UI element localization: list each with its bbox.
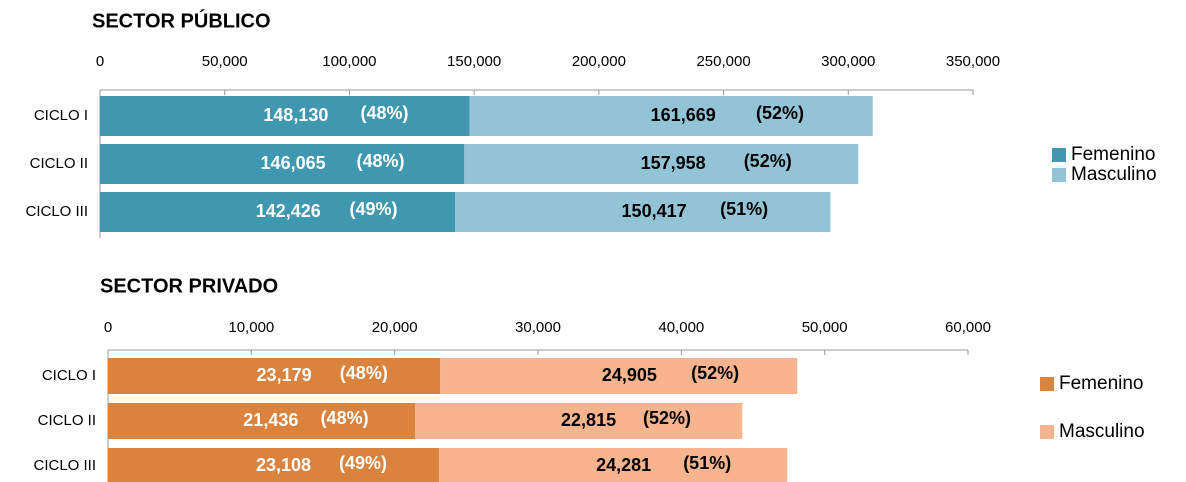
share-label: (48%) bbox=[357, 151, 405, 171]
share-label: (52%) bbox=[691, 363, 739, 383]
value-label: 146,065 bbox=[261, 153, 326, 173]
x-tick-label: 100,000 bbox=[322, 53, 376, 70]
bar-segment bbox=[100, 192, 456, 232]
bar-segment bbox=[100, 96, 470, 136]
value-label: 24,281 bbox=[596, 455, 651, 475]
legend-label: Masculino bbox=[1059, 421, 1145, 442]
value-label: 22,815 bbox=[561, 410, 616, 430]
bar-segment bbox=[469, 96, 873, 136]
y-tick-label: CICLO II bbox=[38, 412, 96, 429]
y-tick-label: CICLO III bbox=[25, 203, 88, 220]
bar-segment bbox=[440, 358, 798, 394]
x-tick-label: 60,000 bbox=[945, 319, 991, 336]
share-label: (52%) bbox=[744, 151, 792, 171]
x-tick-label: 40,000 bbox=[658, 319, 704, 336]
share-label: (51%) bbox=[683, 453, 731, 473]
bar-segment bbox=[415, 403, 743, 439]
share-label: (48%) bbox=[340, 363, 388, 383]
value-label: 157,958 bbox=[641, 153, 706, 173]
share-label: (49%) bbox=[339, 453, 387, 473]
x-tick-label: 150,000 bbox=[447, 53, 501, 70]
value-label: 23,108 bbox=[256, 455, 311, 475]
legend-swatch bbox=[1052, 148, 1066, 162]
value-label: 24,905 bbox=[602, 365, 657, 385]
y-tick-label: CICLO I bbox=[34, 107, 88, 124]
share-label: (52%) bbox=[756, 103, 804, 123]
x-tick-label: 10,000 bbox=[228, 319, 274, 336]
value-label: 161,669 bbox=[651, 105, 716, 125]
x-tick-label: 200,000 bbox=[572, 53, 626, 70]
value-label: 23,179 bbox=[257, 365, 312, 385]
value-label: 21,436 bbox=[243, 410, 298, 430]
legend-label: Femenino bbox=[1059, 373, 1144, 394]
x-tick-label: 50,000 bbox=[202, 53, 248, 70]
legend-label: Femenino bbox=[1071, 144, 1156, 165]
bar-segment bbox=[108, 403, 416, 439]
x-tick-label: 300,000 bbox=[821, 53, 875, 70]
legend-swatch bbox=[1040, 425, 1054, 439]
x-tick-label: 30,000 bbox=[515, 319, 561, 336]
share-label: (49%) bbox=[350, 199, 398, 219]
value-label: 150,417 bbox=[622, 201, 687, 221]
legend-swatch bbox=[1040, 377, 1054, 391]
x-tick-label: 350,000 bbox=[946, 53, 1000, 70]
chart-title: SECTOR PÚBLICO bbox=[92, 8, 271, 32]
x-tick-label: 50,000 bbox=[802, 319, 848, 336]
bar-segment bbox=[455, 192, 831, 232]
bar-segment bbox=[108, 358, 441, 394]
bar-segment bbox=[100, 144, 465, 184]
chart-title: SECTOR PRIVADO bbox=[100, 275, 278, 297]
share-label: (51%) bbox=[720, 199, 768, 219]
share-label: (48%) bbox=[360, 103, 408, 123]
value-label: 142,426 bbox=[256, 201, 321, 221]
legend-swatch bbox=[1052, 168, 1066, 182]
x-tick-label: 0 bbox=[104, 319, 112, 336]
share-label: (48%) bbox=[321, 408, 369, 428]
bar-segment bbox=[108, 448, 440, 482]
x-tick-label: 250,000 bbox=[696, 53, 750, 70]
y-tick-label: CICLO II bbox=[30, 155, 88, 172]
legend-label: Masculino bbox=[1071, 164, 1157, 185]
bar-segment bbox=[439, 448, 788, 482]
bar-segment bbox=[464, 144, 859, 184]
y-tick-label: CICLO III bbox=[33, 457, 96, 474]
x-tick-label: 20,000 bbox=[372, 319, 418, 336]
y-tick-label: CICLO I bbox=[42, 367, 96, 384]
x-tick-label: 0 bbox=[96, 53, 104, 70]
value-label: 148,130 bbox=[263, 105, 328, 125]
share-label: (52%) bbox=[643, 408, 691, 428]
